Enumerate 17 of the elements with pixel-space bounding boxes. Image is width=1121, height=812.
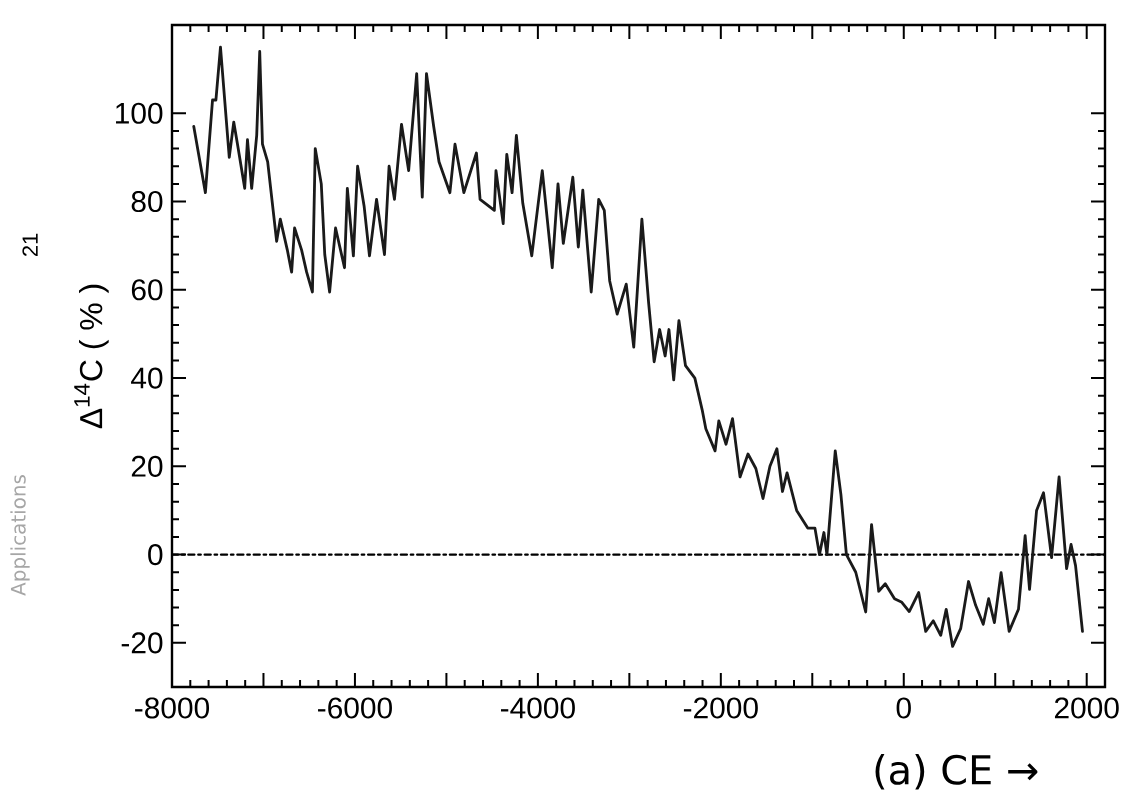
x-tick-label: -8000 — [135, 697, 210, 719]
text: Applications — [10, 475, 30, 596]
text: 21 — [22, 233, 38, 257]
y-tick-label: 80 — [131, 190, 163, 213]
y-tick-label: 20 — [131, 455, 163, 477]
y-tick-label: -20 — [121, 632, 163, 654]
y-tick-label: 0 — [148, 544, 163, 566]
y-tick-label: 40 — [131, 367, 163, 389]
x-tick-label: 0 — [896, 697, 911, 719]
x-axis-title: (a) CE → — [875, 754, 1038, 790]
x-tick-label: -2000 — [683, 697, 758, 719]
x-tick-label: -4000 — [500, 697, 575, 719]
y-axis-title: Δ$^{14}$C ( % ) — [74, 284, 109, 429]
x-tick-label: 2000 — [1054, 697, 1119, 719]
y-tick-label: 60 — [131, 279, 163, 301]
y-tick-label: 100 — [116, 102, 163, 124]
x-tick-label: -6000 — [318, 697, 392, 719]
